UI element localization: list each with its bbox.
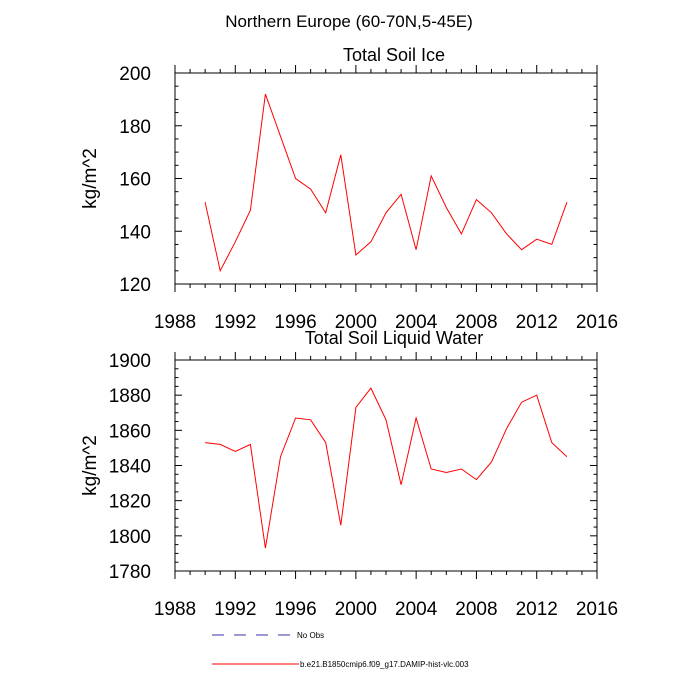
legend-label: b.e21.B1850cmip6.f09_g17.DAMIP-hist-vlc.… (300, 660, 469, 669)
y-tick-label: 200 (119, 64, 151, 85)
y-axis-label: kg/m^2 (80, 148, 101, 209)
y-tick-label: 1860 (109, 421, 151, 442)
y-tick-label: 180 (119, 117, 151, 138)
x-tick-label: 1996 (274, 312, 316, 333)
x-tick-label: 2008 (455, 312, 497, 333)
series-line-1 (205, 387, 568, 549)
x-tick-label: 1988 (154, 312, 196, 333)
chart-title: Total Soil Ice (343, 45, 445, 65)
x-tick-label: 2012 (516, 599, 558, 620)
figure-title: Northern Europe (60-70N,5-45E) (225, 12, 473, 31)
plot-frame (174, 72, 598, 285)
chart-title: Total Soil Liquid Water (305, 328, 483, 348)
y-tick-label: 120 (119, 275, 151, 296)
x-tick-label: 2016 (576, 599, 618, 620)
y-tick-label: 140 (119, 222, 151, 243)
chart-panel-2: Total Soil Liquid Water kg/m^2 1780 1800 182… (80, 328, 618, 620)
y-tick-label: 1840 (109, 457, 151, 478)
legend-label: No Obs (297, 631, 324, 640)
y-tick-label: 160 (119, 170, 151, 191)
x-tick-label: 2004 (395, 312, 438, 333)
x-tick-label: 1996 (274, 599, 316, 620)
x-tick-label: 2000 (335, 599, 377, 620)
y-tick-label: 1800 (109, 527, 151, 548)
x-tick-label: 2008 (455, 599, 497, 620)
y-tick-label: 1820 (109, 492, 151, 513)
x-tick-label: 2004 (395, 599, 438, 620)
y-tick-label: 1780 (109, 562, 151, 583)
x-tick-label: 2000 (335, 312, 377, 333)
y-axis-label: kg/m^2 (80, 435, 101, 496)
x-tick-label: 2012 (516, 312, 558, 333)
plot-frame (174, 359, 598, 572)
x-tick-label: 1988 (154, 599, 196, 620)
x-tick-label: 1992 (214, 599, 256, 620)
y-tick-label: 1900 (109, 351, 151, 372)
y-tick-label: 1880 (109, 386, 151, 407)
legend: No Obs b.e21.B1850cmip6.f09_g17.DAMIP-his… (212, 631, 469, 669)
legend-item-1: No Obs (212, 631, 324, 640)
chart-panel-1: Total Soil Ice kg/m^2 120 140 160 180 200 1988 1… (80, 45, 618, 333)
x-tick-label: 1992 (214, 312, 256, 333)
series-line-1 (204, 93, 568, 273)
legend-item-2: b.e21.B1850cmip6.f09_g17.DAMIP-hist-vlc.… (212, 660, 469, 669)
x-tick-label: 2016 (576, 312, 618, 333)
